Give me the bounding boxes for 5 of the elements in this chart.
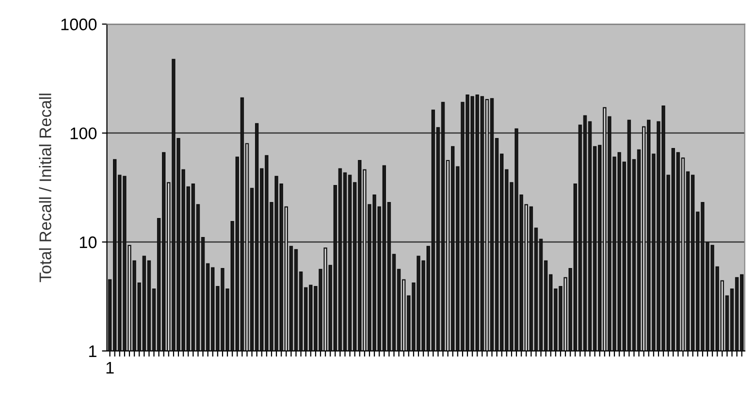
y-tick-label: 100 <box>70 127 97 140</box>
y-tick-label: 10 <box>80 236 97 248</box>
y-tick-label: 1 <box>89 346 96 357</box>
y-axis-title: Total Recall / Initial Recall <box>39 94 52 282</box>
y-tick-label: 1000 <box>61 18 97 30</box>
